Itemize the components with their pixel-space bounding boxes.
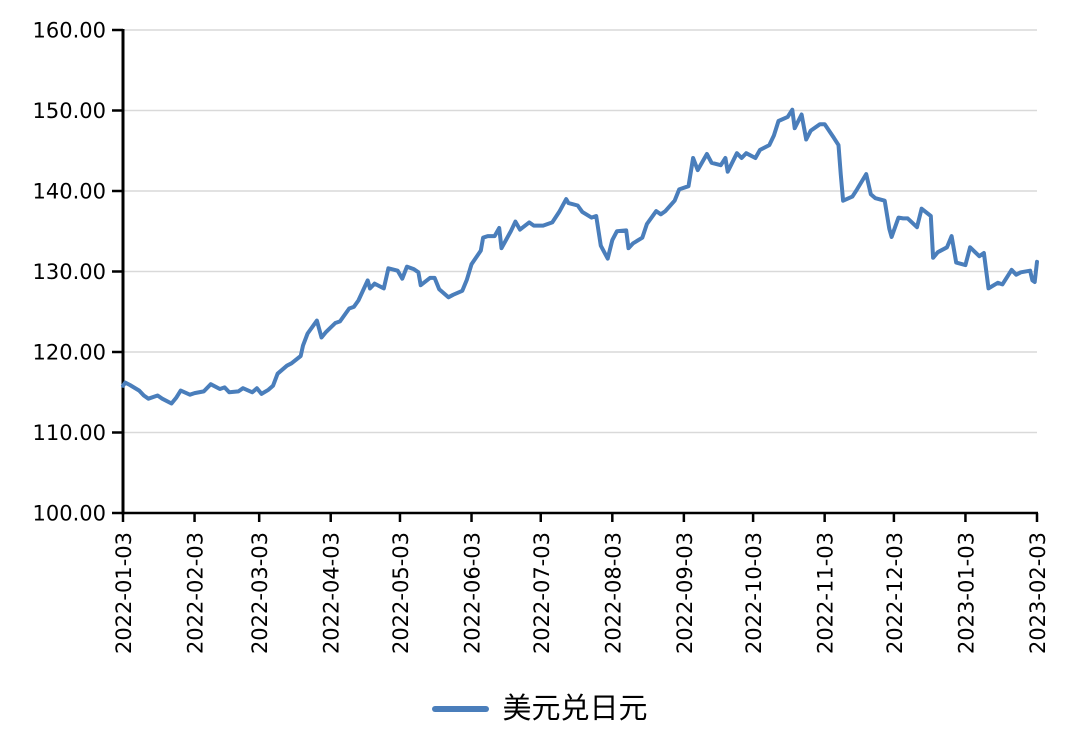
x-axis-label: 2022-04-03 [320,532,344,654]
legend: 美元兑日元 [0,694,1080,723]
x-axis-label: 2022-02-03 [184,532,208,654]
series-line-usd-jpy [121,107,1039,406]
y-axis-label: 110.00 [33,421,106,445]
x-axis-label: 2022-06-03 [461,532,485,654]
x-axis-label: 2022-05-03 [389,532,413,654]
y-axis-label: 160.00 [33,19,106,43]
x-axis-label: 2023-01-03 [954,532,978,654]
x-axis-label: 2022-07-03 [530,532,554,654]
x-axis-label: 2023-02-03 [1026,532,1050,654]
y-axis-label: 100.00 [33,502,106,526]
y-axis-label: 150.00 [33,99,106,123]
legend-line-swatch [432,705,490,712]
x-axis-label: 2022-11-03 [814,532,838,654]
y-axis-label: 140.00 [33,180,106,204]
y-axis-label: 130.00 [33,260,106,284]
x-axis-label: 2022-12-03 [883,532,907,654]
x-axis-label: 2022-03-03 [248,532,272,654]
x-axis-label: 2022-10-03 [742,532,766,654]
legend-label: 美元兑日元 [502,691,648,725]
x-axis-label: 2022-09-03 [673,532,697,654]
y-axis-label: 120.00 [33,341,106,365]
x-axis-label: 2022-08-03 [601,532,625,654]
x-axis-label: 2022-01-03 [112,532,136,654]
